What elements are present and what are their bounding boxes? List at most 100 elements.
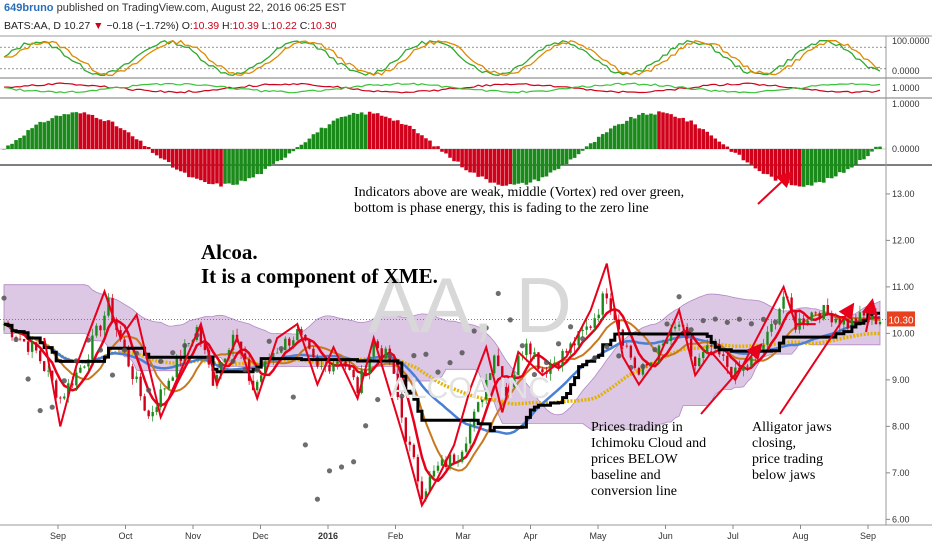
candle-body <box>858 312 862 324</box>
candle-body <box>215 375 219 386</box>
candle-body <box>22 338 26 342</box>
candle-body <box>814 312 817 314</box>
candle-body <box>38 350 42 362</box>
candle-body <box>79 367 82 373</box>
alligator-note-line4: below jaws <box>752 468 815 483</box>
phase-bar <box>805 149 810 186</box>
phase-bar <box>645 114 649 149</box>
vortex-green-line <box>3 82 881 94</box>
phase-bar <box>359 112 364 149</box>
candle-body <box>633 357 637 368</box>
phase-bar <box>371 113 376 149</box>
phase-bar <box>649 113 653 149</box>
candle-body <box>55 380 58 398</box>
phase-bar <box>166 149 171 163</box>
candle-body <box>231 334 235 351</box>
phase-bar <box>307 138 312 149</box>
phase-bar <box>416 133 420 149</box>
candle-body <box>296 329 299 341</box>
alligator-arrow <box>779 302 855 415</box>
phase-bar <box>174 149 179 170</box>
candle-body <box>649 362 653 366</box>
lagging-span-dot <box>230 358 236 364</box>
phase-bar <box>701 129 705 149</box>
candle-body <box>340 361 343 363</box>
x-tick-label: Feb <box>388 531 404 541</box>
candle-body <box>468 425 472 444</box>
phase-bar <box>343 116 348 149</box>
candle-body <box>348 366 351 370</box>
phase-bar <box>311 134 316 149</box>
candle-body <box>762 344 765 350</box>
price-panel: 10.30 <box>0 263 915 508</box>
candle-body <box>356 377 359 393</box>
candle-body <box>143 396 146 411</box>
phase-bar <box>584 146 589 149</box>
candle-body <box>139 376 142 397</box>
lagging-span-dot <box>314 496 321 502</box>
candle-body <box>746 365 749 367</box>
candle-body <box>30 342 34 352</box>
phase-bar <box>295 147 300 149</box>
phase-bar <box>118 128 123 149</box>
candle-body <box>304 334 307 341</box>
lagging-span-dot <box>712 316 718 322</box>
phase-bar <box>608 128 613 149</box>
y-tick-label: 6.00 <box>892 514 910 524</box>
y-tick-label: 12.00 <box>892 235 915 245</box>
candle-body <box>91 335 94 360</box>
lagging-span-dot <box>363 423 369 429</box>
candle-body <box>750 357 753 367</box>
candle-body <box>581 329 584 332</box>
phase-bar <box>813 149 818 183</box>
lagging-span-dot <box>278 346 284 352</box>
phase-bar <box>829 149 834 179</box>
candle-body <box>320 365 323 367</box>
phase-bar <box>239 149 243 181</box>
phase-bar <box>476 149 480 177</box>
lagging-span-dot <box>49 404 55 410</box>
phase-bar <box>568 149 573 160</box>
lagging-span-dot <box>121 347 128 353</box>
phase-bar <box>633 118 637 149</box>
moving-average-red <box>3 307 881 483</box>
lagging-span-dot <box>700 317 706 324</box>
phase-bar <box>42 122 46 149</box>
x-tick-label: 2016 <box>318 531 338 541</box>
phase-bar <box>291 149 296 152</box>
phase-bar <box>665 113 669 149</box>
lagging-span-dot <box>290 394 296 400</box>
candle-body <box>625 345 629 347</box>
phase-bar <box>303 142 308 149</box>
phase-bar <box>870 149 874 152</box>
candle-body <box>107 298 110 316</box>
phase-bar <box>564 149 569 165</box>
candle-body <box>380 348 383 359</box>
candle-body <box>26 341 30 352</box>
phase-bar <box>391 120 396 149</box>
phase-bar <box>504 149 509 186</box>
phase-bar <box>122 130 127 149</box>
phase-bar <box>158 149 163 159</box>
candle-body <box>593 318 596 328</box>
ichimoku-note-line5: conversion line <box>591 484 677 499</box>
phase-bar <box>753 149 758 169</box>
phase-bar <box>114 126 119 149</box>
publish-header: 649bruno published on TradingView.com, A… <box>4 2 346 14</box>
candle-body <box>131 366 134 380</box>
vortex-red-line <box>4 82 881 94</box>
author-name[interactable]: 649bruno <box>4 2 54 14</box>
candle-body <box>344 361 347 367</box>
candle-body <box>328 365 331 372</box>
phase-bar <box>625 120 629 149</box>
phase-bar <box>874 146 878 149</box>
phase-bar <box>46 120 51 149</box>
candle-body <box>111 298 114 323</box>
symbol-header: BATS:AA, D 10.27 ▼ −0.18 (−1.72%) O:10.3… <box>4 20 337 32</box>
candle-body <box>83 366 86 368</box>
phase-bar <box>375 113 380 149</box>
ohlc-l-label: L: <box>261 20 271 32</box>
phase-bar <box>817 149 822 182</box>
candle-body <box>726 355 729 367</box>
